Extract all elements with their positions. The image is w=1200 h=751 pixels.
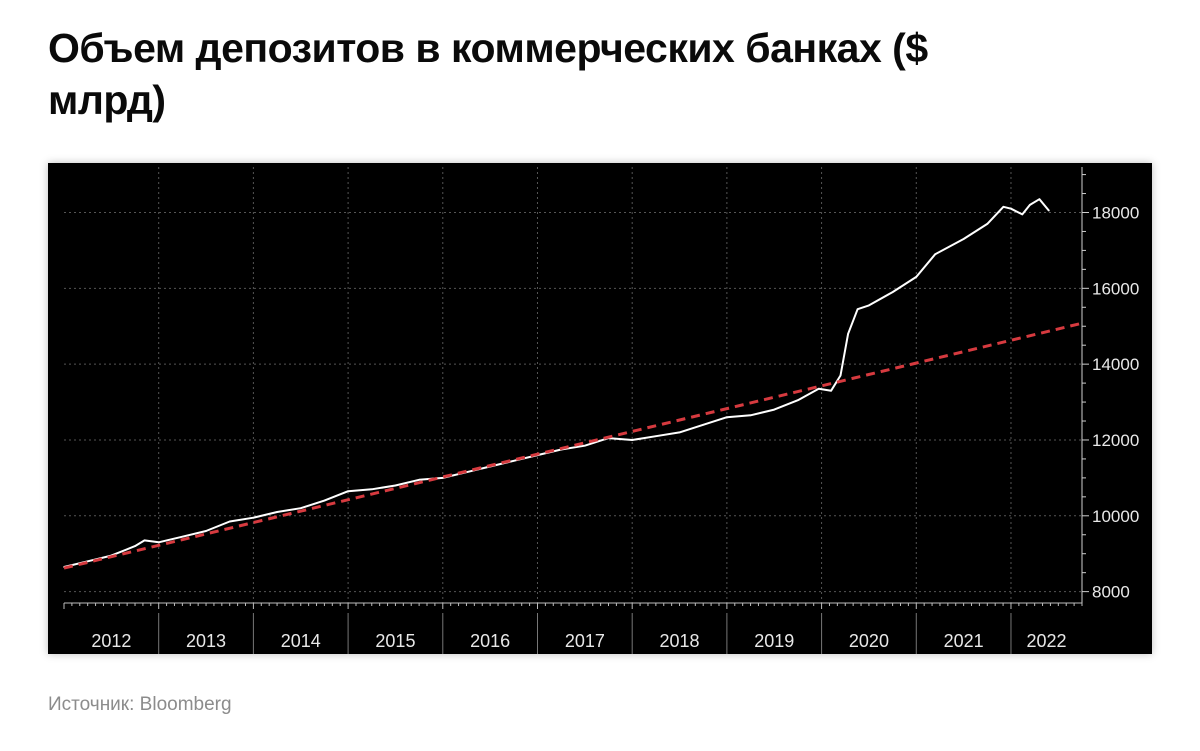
deposits-point	[631, 439, 633, 441]
deposits-point	[773, 408, 776, 411]
deposits-point	[228, 520, 231, 523]
deposits-point	[934, 253, 937, 255]
x-tick-label: 2020	[849, 631, 889, 651]
deposits-point	[157, 541, 160, 544]
x-tick-label: 2012	[91, 631, 131, 651]
x-axis: 2012 2013 2014 2015 2016 2017 2018 2019 2020 2021…	[63, 602, 1083, 654]
deposits-point	[323, 499, 326, 502]
deposits-point	[817, 387, 820, 390]
chart-title: Объем депозитов в коммерческих банках ($…	[48, 25, 928, 123]
deposits-point	[1010, 207, 1012, 210]
x-tick-label: 2021	[944, 631, 984, 651]
deposits-point	[655, 435, 657, 437]
trend-line	[63, 321, 1083, 570]
deposits-point	[839, 374, 842, 377]
deposits-point	[797, 399, 799, 401]
x-tick-label: 2022	[1026, 631, 1066, 651]
y-tick-label: 16000	[1092, 279, 1139, 298]
deposits-point	[134, 545, 136, 547]
chart-panel: 8000 10000 12000 14000 16000 18000 2012 2013 20…	[48, 163, 1152, 654]
grid	[64, 167, 1082, 603]
deposits-point	[986, 223, 989, 225]
deposits-point	[830, 389, 832, 392]
x-tick-label: 2016	[470, 631, 510, 651]
y-tick-label: 8000	[1092, 583, 1130, 602]
source-note: Источник: Bloomberg	[48, 694, 232, 715]
y-tick-label: 14000	[1092, 355, 1139, 374]
x-tick-label: 2015	[375, 631, 415, 651]
deposits-point	[513, 460, 515, 462]
deposits-point	[702, 424, 705, 426]
deposits-point	[915, 276, 918, 278]
deposits-point	[1021, 213, 1024, 216]
deposits-point	[1029, 204, 1031, 206]
deposits-point	[252, 516, 255, 519]
deposits-point	[181, 535, 184, 538]
x-tick-label: 2013	[186, 631, 226, 651]
deposits-point	[1002, 206, 1005, 208]
deposits-point	[678, 431, 681, 434]
deposits-point	[394, 484, 397, 487]
deposits-point	[347, 490, 349, 492]
deposits-point	[856, 308, 859, 310]
deposits-point	[847, 333, 849, 335]
deposits-line	[63, 198, 1050, 568]
deposits-point	[299, 507, 302, 510]
x-tick-label: 2017	[565, 631, 605, 651]
x-tick-label: 2019	[754, 631, 794, 651]
y-axis: 8000 10000 12000 14000 16000 18000	[1081, 167, 1139, 603]
deposits-point	[418, 478, 420, 481]
y-tick-label: 12000	[1092, 431, 1139, 450]
deposits-point	[1048, 209, 1050, 212]
deposits-point	[962, 238, 965, 240]
deposits-point	[441, 477, 444, 479]
series-group	[63, 198, 1083, 570]
deposits-point	[584, 444, 586, 447]
deposits-point	[726, 416, 728, 419]
deposits-point	[143, 539, 146, 542]
x-tick-label: 2014	[281, 631, 321, 651]
y-tick-label: 10000	[1092, 507, 1139, 526]
deposits-point	[276, 511, 278, 513]
x-tick-label: 2018	[660, 631, 700, 651]
deposits-point	[891, 291, 894, 293]
deposits-point	[205, 530, 207, 532]
deposits-point	[868, 304, 870, 307]
deposits-point	[86, 560, 89, 563]
deposits-point	[1038, 198, 1041, 201]
deposits-point	[749, 414, 752, 417]
y-tick-label: 18000	[1092, 203, 1139, 222]
deposits-point	[370, 488, 373, 491]
